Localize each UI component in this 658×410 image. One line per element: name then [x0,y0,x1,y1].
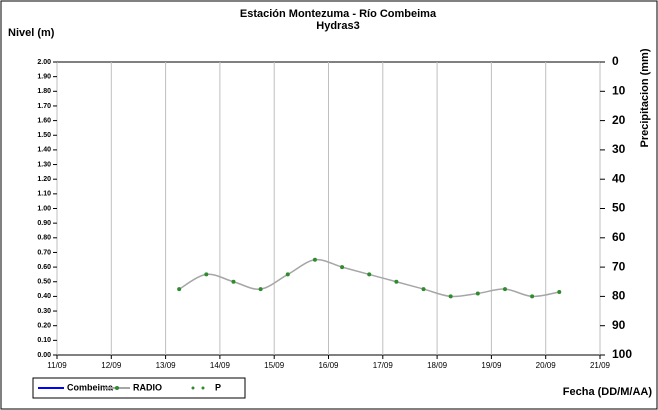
y2-tick-label: 10 [612,83,626,97]
point [448,294,453,299]
x-tick-label: 21/09 [590,361,611,370]
y-tick-label: 0.40 [37,293,51,300]
y-tick-label: 1.80 [37,88,51,95]
x-tick-label: 11/09 [47,361,67,370]
y-tick-label: 1.20 [37,176,51,183]
y-tick-label: 0.80 [37,235,51,242]
point [285,272,290,277]
y-tick-label: 1.90 [37,73,51,80]
point [312,257,317,262]
x-tick-label: 15/09 [264,361,285,370]
legend-marker [191,386,195,390]
y-tick-label: 0.30 [37,308,51,315]
y-tick-label: 2.00 [37,59,51,66]
point [502,287,507,292]
y2-tick-label: 70 [612,259,626,273]
y-tick-label: 1.60 [37,117,51,124]
x-tick-label: 16/09 [318,361,339,370]
point [231,279,236,284]
y2-tick-label: 100 [612,347,632,361]
y2-tick-label: 50 [612,201,626,215]
y2-tick-label: 60 [612,230,626,244]
x-tick-label: 18/09 [427,361,448,370]
legend-marker [115,386,119,390]
point [367,272,372,277]
point [258,287,263,292]
y-tick-label: 1.10 [37,191,51,198]
x-tick-label: 20/09 [536,361,557,370]
point [177,287,182,292]
y2-tick-label: 40 [612,171,626,185]
legend-label: P [215,382,221,392]
x-tick-label: 19/09 [481,361,502,370]
y-tick-label: 1.40 [37,147,51,154]
chart-title: Estación Montezuma - Río Combeima [240,8,437,20]
y-tick-label: 0.70 [37,249,51,256]
y-tick-label: 1.00 [37,205,51,212]
y2-tick-label: 20 [612,113,626,127]
y2-tick-label: 30 [612,142,626,156]
y-tick-label: 0.50 [37,279,51,286]
y-tick-label: 0.90 [37,220,51,227]
legend-label: Combeima [67,382,114,392]
y2-axis-label: Precipitacion (mm) [639,48,651,147]
y-tick-label: 0.20 [37,323,51,330]
y2-tick-label: 90 [612,318,626,332]
y-tick-label: 0.10 [37,337,51,344]
y-tick-label: 1.70 [37,103,51,110]
point [557,290,562,295]
legend-marker [201,386,205,390]
y-tick-label: 1.50 [37,132,51,139]
y-tick-label: 0.00 [37,352,51,359]
x-tick-label: 13/09 [156,361,177,370]
point [340,265,345,270]
point [421,287,426,292]
x-tick-label: 14/09 [210,361,231,370]
y-tick-label: 0.60 [37,264,51,271]
legend [32,377,246,399]
point [204,272,209,277]
y-tick-label: 1.30 [37,161,51,168]
y2-tick-label: 0 [612,54,619,68]
y-axis-label: Nivel (m) [8,27,55,39]
x-axis-label: Fecha (DD/M/AA) [563,386,653,398]
chart-subtitle: Hydras3 [316,20,359,32]
point [530,294,535,299]
x-tick-label: 17/09 [373,361,394,370]
legend-label: RADIO [133,382,162,392]
y2-tick-label: 80 [612,289,626,303]
x-tick-label: 12/09 [101,361,122,370]
point [394,279,399,284]
point [475,291,480,296]
